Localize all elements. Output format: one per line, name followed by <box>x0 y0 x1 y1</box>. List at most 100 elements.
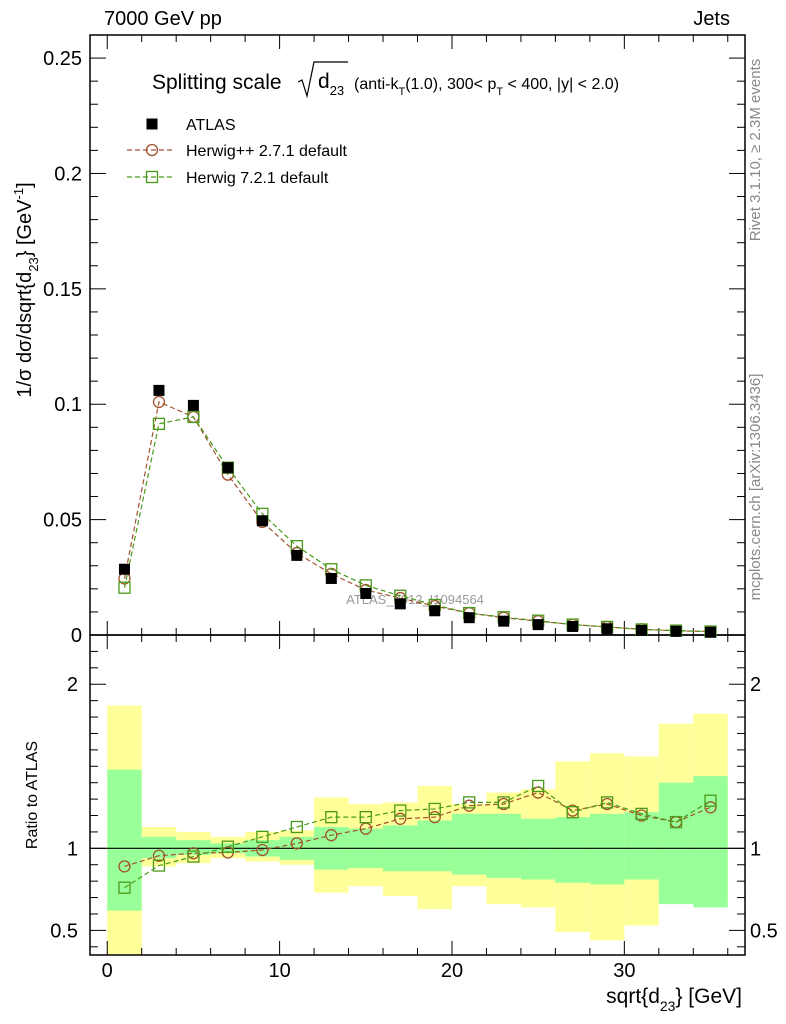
x-tick-label: 20 <box>441 960 463 982</box>
legend-label: Herwig 7.2.1 default <box>186 170 329 187</box>
y-tick-label: 0 <box>71 625 82 647</box>
ratio-y-tick-label-right: 0.5 <box>750 920 778 942</box>
legend-marker <box>145 170 159 184</box>
ratio-point <box>187 850 200 863</box>
y-tick-label: 0.05 <box>43 510 82 532</box>
x-axis-label: sqrt{d23} [GeV] <box>606 985 742 1014</box>
sqrt-sign <box>297 61 348 99</box>
data-point <box>118 563 130 575</box>
ratio-point <box>118 881 131 894</box>
ratio-point <box>600 796 614 809</box>
stat-band-bin <box>658 782 694 905</box>
stat-band-bin <box>107 769 142 911</box>
data-point <box>118 581 131 594</box>
data-point <box>394 598 406 610</box>
ratio-point <box>532 779 545 793</box>
data-point <box>153 384 165 396</box>
data-point <box>463 612 475 624</box>
ratio-y-tick-label: 1 <box>67 838 78 860</box>
stat-band-bin <box>451 813 487 875</box>
rivet-version-text: Rivet 3.1.10, ≥ 2.3M events <box>747 59 764 242</box>
data-point <box>498 615 510 627</box>
legend: ATLAS Herwig++ 2.7.1 default Herwig 7.2.1 … <box>127 117 348 187</box>
ratio-point <box>152 859 166 872</box>
ratio-point <box>325 811 338 824</box>
y-axis-label: 1/σ dσ/dsqrt{d23} [GeV-1] <box>11 182 41 397</box>
data-point <box>636 624 648 636</box>
title-main: Splitting scale <box>152 71 282 94</box>
ratio-point <box>428 802 441 816</box>
data-point <box>670 625 682 637</box>
data-point <box>291 549 303 561</box>
data-point <box>567 620 579 632</box>
stat-band-bin <box>693 776 728 908</box>
ratio-point <box>290 820 303 834</box>
ratio-axis-label-group: Ratio to ATLAS <box>24 741 41 849</box>
ratio-point <box>394 804 407 817</box>
chart-title: Splitting scale d23 (anti-kT(1.0), 300< pT… <box>152 61 619 99</box>
data-point <box>429 605 441 617</box>
rivet-text-group: Rivet 3.1.10, ≥ 2.3M events <box>747 59 764 242</box>
x-tick-label: 10 <box>268 960 290 982</box>
ratio-point <box>152 849 166 862</box>
stat-band-bin <box>589 813 625 885</box>
header-left: 7000 GeV pp <box>104 8 222 30</box>
data-point <box>360 587 372 599</box>
y-tick-label: 0.1 <box>54 394 82 416</box>
title-selection: (anti-kT(1.0), 300< pT < 400, |y| < 2.0) <box>354 76 619 98</box>
y-tick-label: 0.25 <box>43 48 82 70</box>
mcplots-reference-text: mcplots.cern.ch [arXiv:1306.3436] <box>747 374 764 601</box>
data-point <box>325 572 337 584</box>
header-right: Jets <box>693 8 730 30</box>
ratio-y-tick-label-right: 2 <box>750 674 761 696</box>
ratio-point <box>704 801 717 814</box>
x-tick-label: 0 <box>102 960 113 982</box>
stat-band-bin <box>141 836 177 859</box>
y-tick-label: 0.15 <box>43 279 82 301</box>
ratio-point <box>394 812 407 825</box>
series-0-top <box>118 384 717 638</box>
series-2-ratio <box>118 779 717 894</box>
legend-marker <box>145 143 159 157</box>
data-point <box>152 417 166 430</box>
data-point <box>187 399 199 411</box>
data-point <box>222 462 234 474</box>
ratio-y-tick-label-right: 1 <box>750 838 761 860</box>
ratio-point <box>359 811 372 824</box>
ratio-point <box>256 830 269 843</box>
ratio-point <box>497 796 510 809</box>
ratio-point <box>669 815 683 829</box>
stat-band-bin <box>520 818 556 880</box>
ratio-bands <box>107 705 728 955</box>
ratio-point <box>118 860 131 873</box>
data-point <box>532 619 544 631</box>
x-tick-label: 30 <box>613 960 635 982</box>
data-point <box>187 410 200 424</box>
data-point <box>601 623 613 635</box>
ratio-y-tick-label: 0.5 <box>50 920 78 942</box>
data-point <box>256 515 268 527</box>
stat-band-bin <box>417 820 452 872</box>
ratio-y-tick-label: 2 <box>67 674 78 696</box>
ratio-point <box>463 796 476 809</box>
ratio-point <box>566 806 579 819</box>
ratio-point <box>290 837 303 850</box>
ratio-point <box>428 811 441 824</box>
data-point <box>705 626 717 638</box>
stat-band-bin <box>555 817 590 883</box>
ratio-point <box>704 794 717 807</box>
ratio-point <box>256 843 269 857</box>
ratio-axis-label: Ratio to ATLAS <box>24 741 41 849</box>
stat-band-bin <box>486 813 521 878</box>
legend-marker <box>146 118 158 130</box>
ratio-point <box>532 786 545 799</box>
ratio-point <box>221 840 235 853</box>
title-var: d23 <box>318 70 344 98</box>
ratio-point <box>635 807 648 821</box>
ratio-point <box>325 829 338 842</box>
stat-band-bin <box>624 812 659 880</box>
y-tick-label: 0.2 <box>54 163 82 185</box>
data-point <box>152 395 166 409</box>
mcplots-text-group: mcplots.cern.ch [arXiv:1306.3436] <box>747 374 764 601</box>
